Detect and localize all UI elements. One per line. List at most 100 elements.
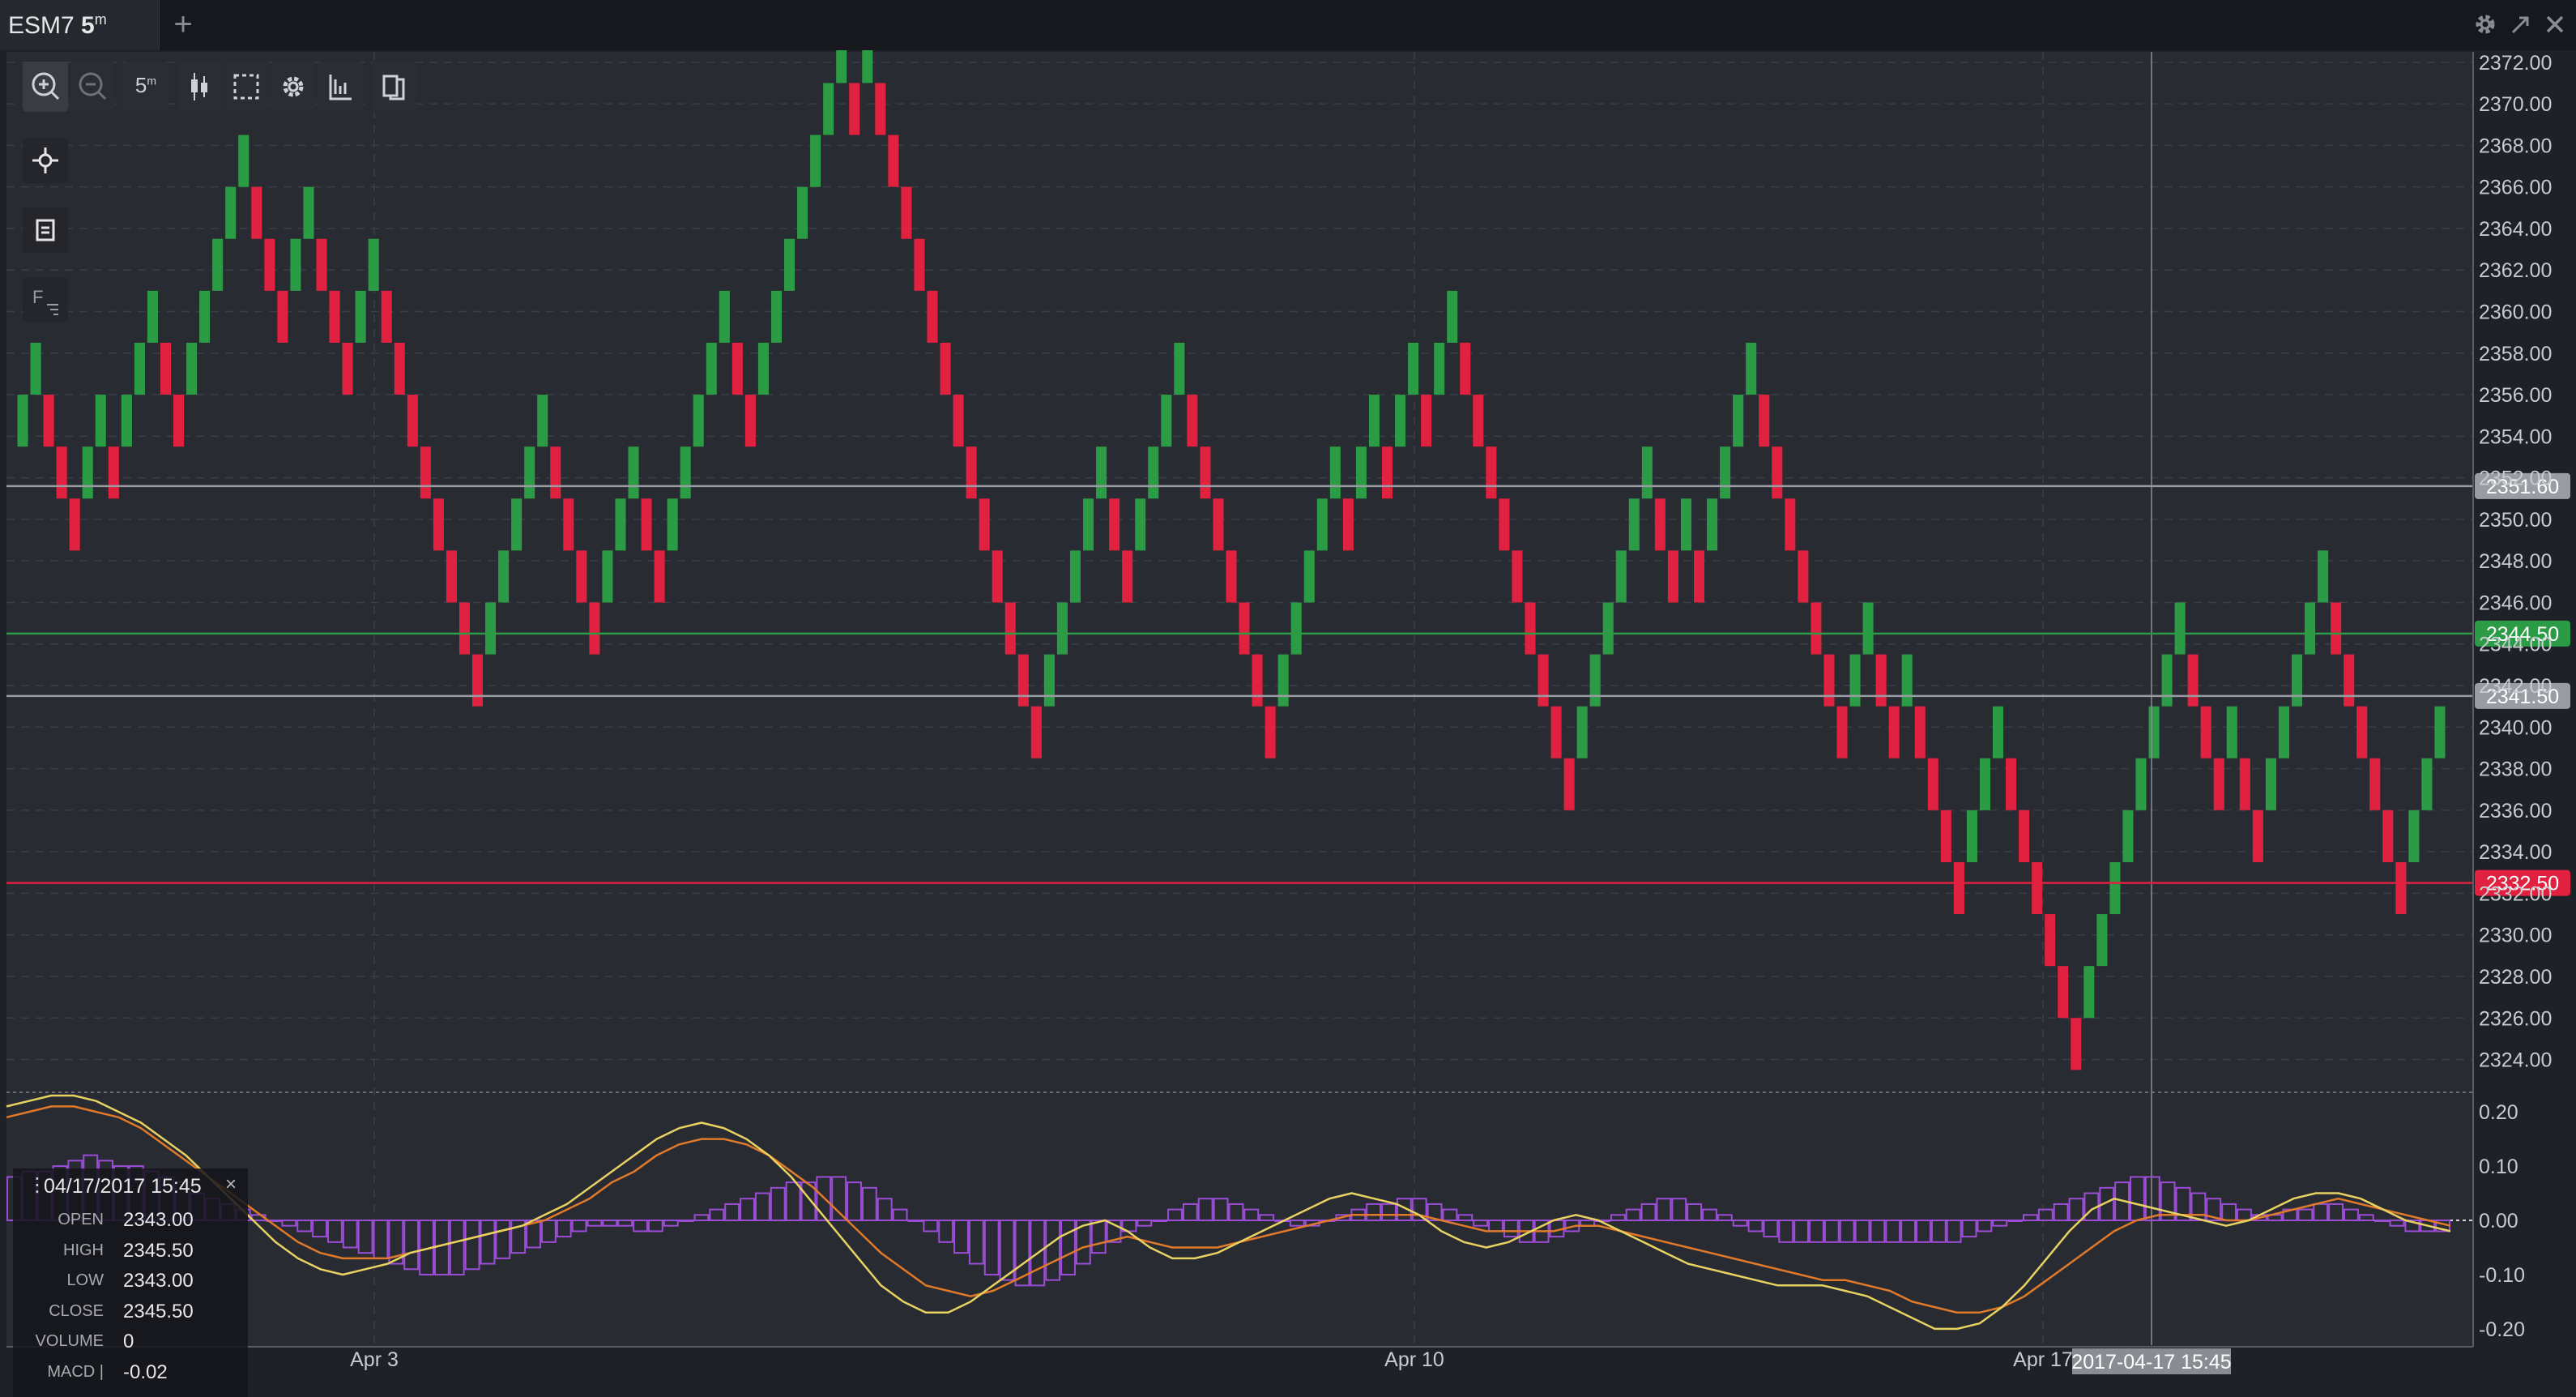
price-level-label: 2341.50 [2486, 686, 2559, 708]
macd-histogram-bar [2068, 1198, 2084, 1222]
macd-histogram-bar [907, 1220, 923, 1222]
renko-brick-up [836, 50, 847, 83]
macd-histogram-bar [1778, 1220, 1794, 1243]
macd-histogram-bar [2389, 1220, 2405, 1227]
renko-brick-up [770, 290, 783, 343]
renko-brick-up [2278, 706, 2289, 758]
zoom-out-icon [79, 72, 107, 100]
details-icon [36, 219, 55, 241]
renko-brick-up [1043, 654, 1055, 707]
macd-histogram-bar [647, 1220, 663, 1233]
add-tab-button[interactable]: + [167, 6, 199, 42]
macd-histogram-bar [312, 1220, 327, 1238]
renko-brick-up [1901, 654, 1913, 707]
price-level-label: 2351.60 [2486, 476, 2559, 498]
macd-histogram-bar [1442, 1208, 1458, 1221]
renko-brick-down [420, 446, 431, 499]
macd-line [6, 1094, 2451, 1331]
chart-area[interactable]: 2017-04-17 15:45 2351.60 2344.50 2341.50 233… [0, 50, 2576, 1397]
renko-brick-down [2369, 758, 2381, 810]
macd-histogram-bar [1213, 1198, 1229, 1222]
renko-brick-down [1940, 810, 1951, 862]
renko-brick-down [875, 83, 886, 135]
chart-canvas[interactable]: 2017-04-17 15:45 2351.60 2344.50 2341.50 233… [0, 50, 2576, 1380]
svg-text:F: F [32, 287, 43, 307]
renko-brick-down [2331, 602, 2342, 655]
renko-brick-down [1265, 706, 1276, 758]
chart-settings-button[interactable] [271, 62, 316, 112]
macd-histogram-bar [1060, 1220, 1076, 1275]
layout-button[interactable] [371, 62, 416, 112]
renko-brick-up [355, 290, 366, 343]
crosshair-date-label: 2017-04-17 15:45 [2071, 1351, 2231, 1374]
renko-brick-down [458, 602, 470, 655]
renko-brick-up [17, 395, 28, 447]
renko-brick-up [212, 238, 224, 291]
renko-brick-up [693, 395, 704, 447]
details-button[interactable] [23, 207, 68, 253]
renko-brick-up [2434, 706, 2446, 758]
price-tick-label: 2332.00 [2479, 882, 2552, 905]
macd-histogram-bar [1930, 1220, 1947, 1243]
macd-histogram-bar [1610, 1214, 1626, 1221]
price-tick-label: 2342.00 [2479, 675, 2552, 698]
renko-brick-up [2096, 914, 2108, 967]
fibonacci-button[interactable]: F [23, 277, 68, 323]
renko-brick-down [1927, 758, 1938, 810]
info-menu-icon[interactable]: ⋮ [28, 1174, 47, 1196]
renko-brick-up [2265, 758, 2276, 810]
renko-brick-up [1329, 446, 1341, 499]
window-popout-button[interactable] [2506, 10, 2535, 39]
renko-brick-down [2344, 654, 2355, 707]
macd-histogram-bar [540, 1220, 557, 1243]
selection-button[interactable] [224, 62, 269, 112]
renko-brick-up [524, 446, 535, 499]
macd-histogram-bar [2190, 1192, 2207, 1221]
renko-brick-down [1486, 446, 1497, 499]
macd-histogram-bar [1977, 1220, 1993, 1233]
crosshair-button[interactable] [23, 138, 68, 183]
renko-brick-up [1746, 342, 1757, 395]
renko-brick-down [1460, 342, 1471, 395]
renko-brick-up [667, 498, 678, 551]
window-settings-button[interactable] [2471, 10, 2500, 39]
renko-brick-up [2291, 654, 2303, 707]
renko-brick-up [2135, 758, 2147, 810]
macd-histogram-bar [1152, 1220, 1168, 1222]
info-key: CLOSE [49, 1301, 104, 1320]
date-tick-label: Apr 3 [350, 1348, 399, 1371]
zoom-in-button[interactable] [23, 62, 68, 112]
macd-histogram-bar [1259, 1214, 1275, 1221]
renko-brick-down [2006, 758, 2017, 810]
renko-brick-up [862, 50, 873, 83]
price-tick-label: 2344.00 [2479, 634, 2552, 656]
macd-histogram-bar [1381, 1203, 1397, 1222]
indicators-button[interactable] [318, 62, 363, 112]
macd-histogram-bar [983, 1220, 1000, 1275]
renko-brick-up [147, 290, 158, 343]
renko-brick-down [589, 602, 600, 655]
renko-brick-down [1421, 395, 1432, 447]
renko-brick-down [2032, 861, 2043, 915]
macd-histogram-bar [923, 1220, 939, 1233]
info-close-button[interactable]: × [225, 1173, 237, 1195]
macd-histogram-bar [1656, 1198, 1672, 1222]
price-tick-label: 2368.00 [2479, 135, 2552, 157]
renko-brick-down [744, 395, 756, 447]
renko-brick-down [1537, 654, 1549, 707]
plot-background [6, 52, 2473, 1347]
macd-histogram-bar [357, 1220, 373, 1254]
interval-button[interactable]: 5m [123, 62, 168, 112]
gear-icon [2476, 15, 2495, 34]
chart-tab[interactable]: ESM7 5m [0, 0, 160, 50]
renko-brick-down [1017, 654, 1029, 707]
renko-brick-up [1408, 342, 1419, 395]
zoom-in-icon [32, 72, 60, 100]
window-close-button[interactable] [2540, 10, 2570, 39]
renko-brick-down [888, 135, 899, 187]
zoom-out-button[interactable] [70, 62, 115, 112]
price-level-badge [2475, 472, 2570, 499]
macd-histogram-bar [1671, 1198, 1687, 1222]
chart-type-button[interactable] [177, 62, 222, 112]
price-tick-label: 2366.00 [2479, 177, 2552, 199]
